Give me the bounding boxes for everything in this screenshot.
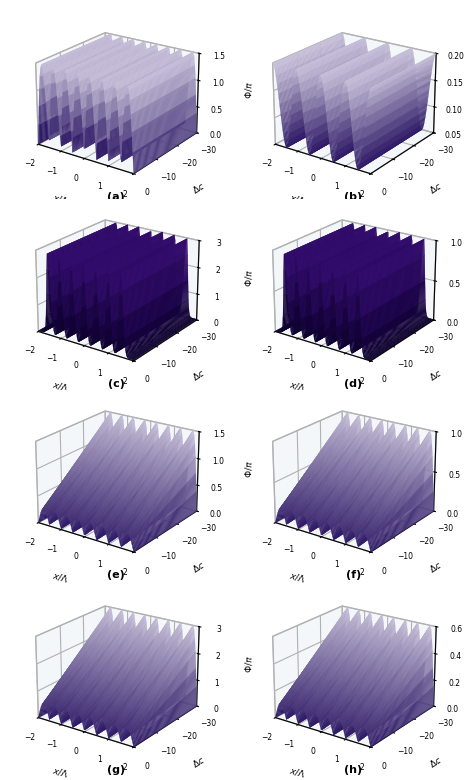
Y-axis label: $\Delta c$: $\Delta c$ bbox=[190, 753, 207, 770]
Y-axis label: $\Delta c$: $\Delta c$ bbox=[190, 558, 207, 575]
Y-axis label: $\Delta c$: $\Delta c$ bbox=[427, 180, 444, 197]
X-axis label: $x/\Lambda$: $x/\Lambda$ bbox=[52, 379, 71, 395]
Y-axis label: $\Delta c$: $\Delta c$ bbox=[427, 558, 444, 575]
Y-axis label: $\Delta c$: $\Delta c$ bbox=[427, 753, 444, 770]
Text: (e): (e) bbox=[107, 570, 125, 580]
X-axis label: $x/\Lambda$: $x/\Lambda$ bbox=[52, 570, 71, 586]
Text: (a): (a) bbox=[107, 192, 125, 202]
X-axis label: $x/\Lambda$: $x/\Lambda$ bbox=[289, 765, 308, 780]
Text: (b): (b) bbox=[344, 192, 362, 202]
Text: (g): (g) bbox=[107, 765, 125, 775]
Y-axis label: $\Delta c$: $\Delta c$ bbox=[190, 180, 207, 197]
Text: (f): (f) bbox=[346, 570, 361, 580]
Text: (c): (c) bbox=[108, 379, 125, 389]
Text: (d): (d) bbox=[344, 379, 362, 389]
Y-axis label: $\Delta c$: $\Delta c$ bbox=[190, 367, 207, 384]
X-axis label: $x/\Lambda$: $x/\Lambda$ bbox=[289, 570, 308, 586]
Y-axis label: $\Delta c$: $\Delta c$ bbox=[427, 367, 444, 384]
X-axis label: $x/\Lambda$: $x/\Lambda$ bbox=[289, 379, 308, 395]
X-axis label: $x/\Lambda$: $x/\Lambda$ bbox=[289, 192, 308, 207]
X-axis label: $x/\Lambda$: $x/\Lambda$ bbox=[52, 192, 71, 207]
Text: (h): (h) bbox=[344, 765, 362, 775]
X-axis label: $x/\Lambda$: $x/\Lambda$ bbox=[52, 765, 71, 780]
